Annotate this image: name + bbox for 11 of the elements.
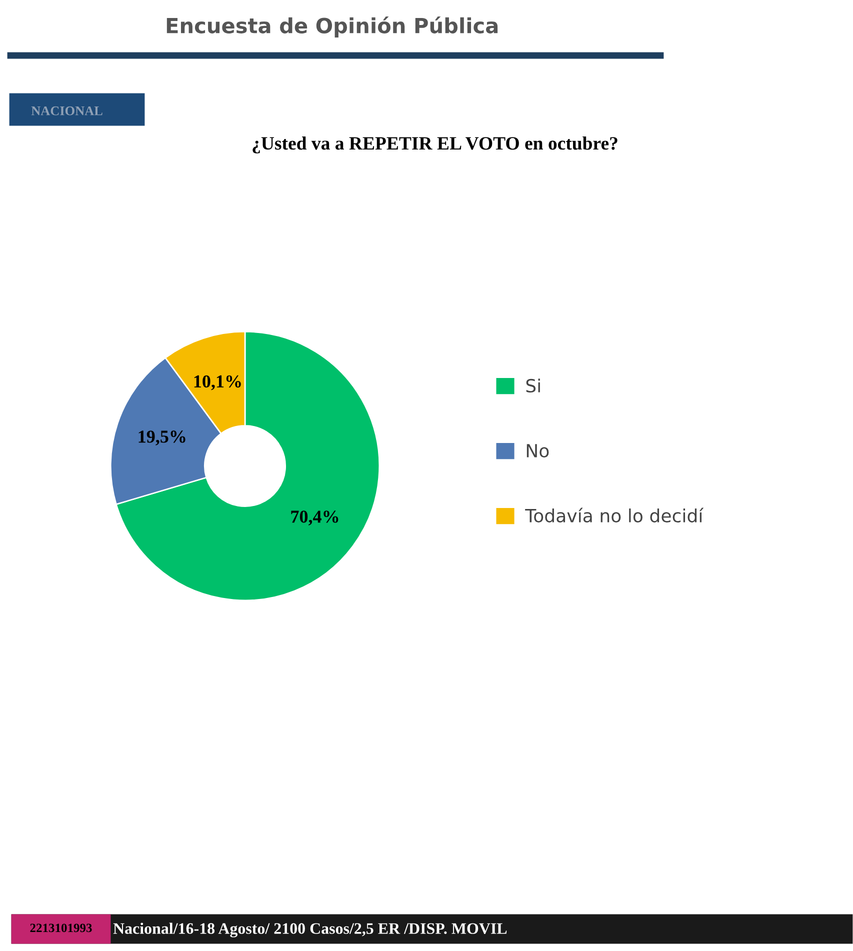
text: NACIONAL	[31, 106, 102, 116]
text: Encuesta de Opinión Pública	[166, 16, 498, 38]
data-label: 19,5%	[138, 430, 186, 446]
legend-label: Si	[526, 378, 540, 393]
legend-label: No	[526, 444, 549, 458]
text: 2213101993	[30, 924, 92, 932]
data-label: 10,1%	[194, 375, 241, 390]
text: Nacional/16-18 Agosto/ 2100 Casos/2,5 ER /DISP. MOVIL	[113, 922, 507, 938]
chart-title: ¿Usted va a REPETIR EL VOTO en octubre?	[252, 136, 618, 154]
data-label: 70,4%	[291, 510, 338, 526]
legend-label: Todavía no lo decidí	[525, 508, 704, 522]
